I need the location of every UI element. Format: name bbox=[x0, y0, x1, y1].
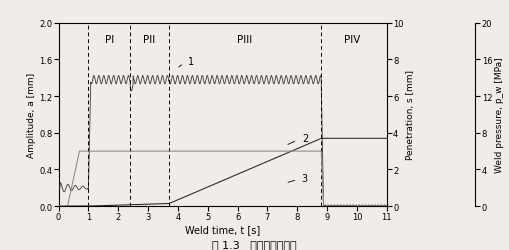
Text: PI: PI bbox=[105, 35, 114, 45]
Text: 1: 1 bbox=[188, 57, 194, 67]
Text: 3: 3 bbox=[302, 174, 308, 184]
Text: PII: PII bbox=[144, 35, 156, 45]
Text: PIV: PIV bbox=[344, 35, 361, 45]
X-axis label: Weld time, t [s]: Weld time, t [s] bbox=[185, 224, 260, 234]
Y-axis label: Amplitude, a [mm]: Amplitude, a [mm] bbox=[27, 72, 36, 158]
Y-axis label: Weld pressure, p_w [MPa]: Weld pressure, p_w [MPa] bbox=[495, 58, 504, 172]
Text: 2: 2 bbox=[302, 134, 308, 144]
Y-axis label: Penetration, s [mm]: Penetration, s [mm] bbox=[406, 70, 415, 160]
Text: PIII: PIII bbox=[237, 35, 252, 45]
Text: 图 1.3   超声波焊接过程: 图 1.3 超声波焊接过程 bbox=[212, 239, 297, 249]
